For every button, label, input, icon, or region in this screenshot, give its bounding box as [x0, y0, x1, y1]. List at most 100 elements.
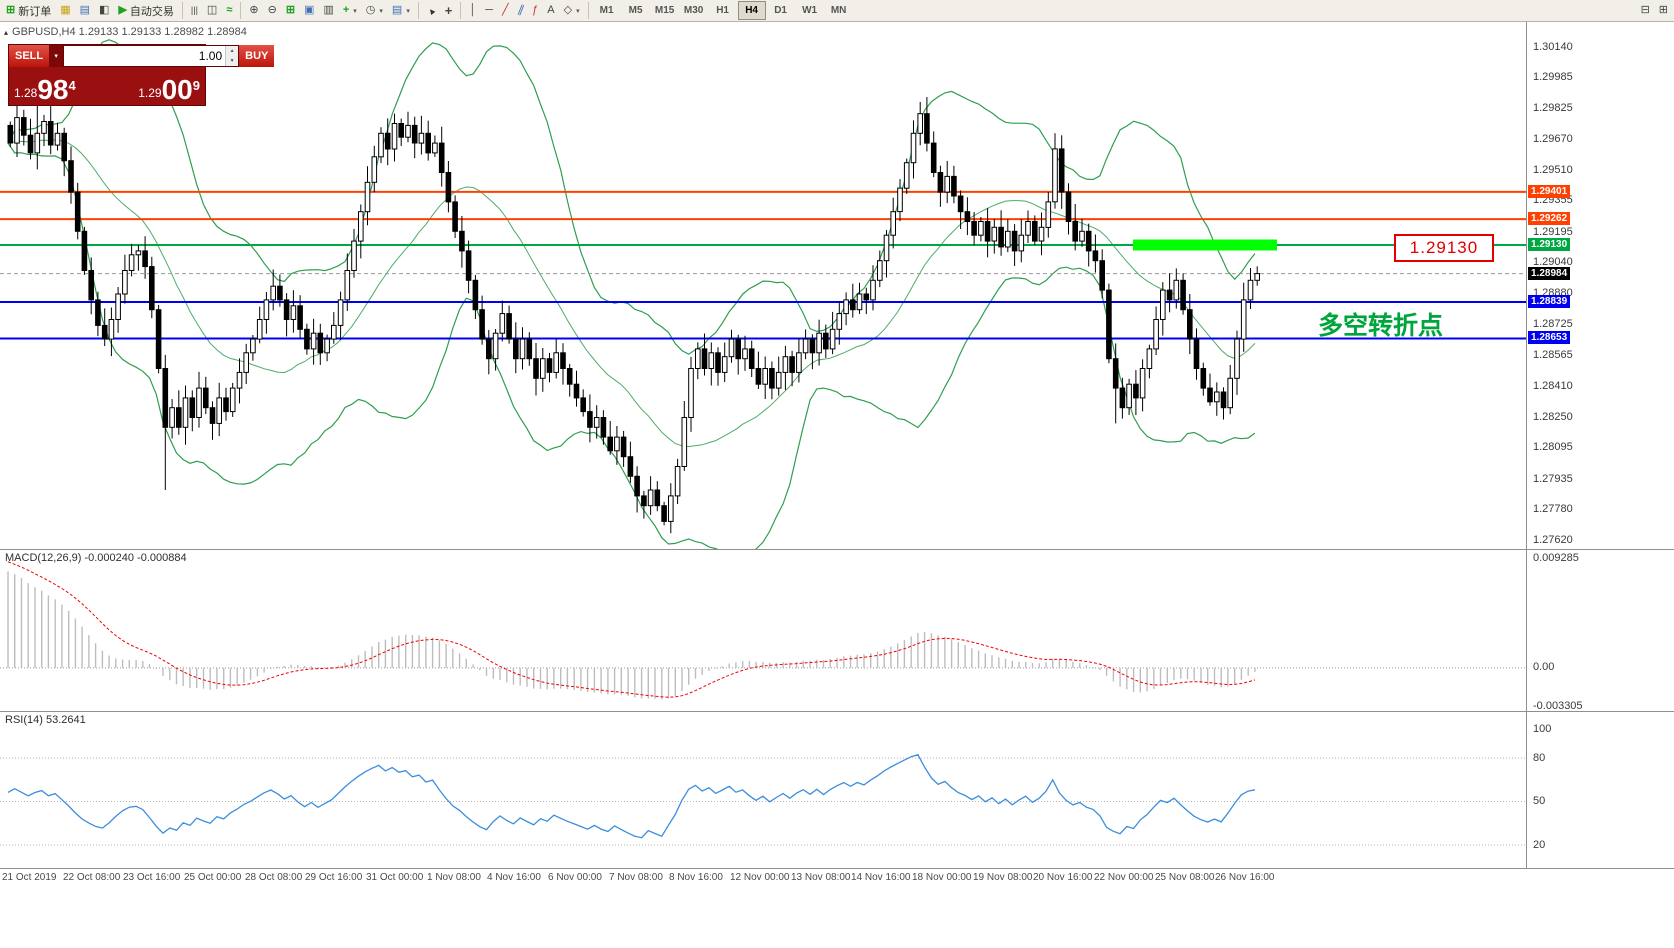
candle-body	[1200, 368, 1207, 389]
candle-body	[1025, 221, 1031, 236]
candle-body	[270, 285, 276, 301]
sell-button[interactable]: SELL	[9, 45, 50, 67]
candle-body	[47, 121, 54, 146]
candle-body	[310, 332, 317, 350]
terminal-icon: ◧	[99, 4, 110, 16]
horizontal-line-tool-button[interactable]: ─	[481, 0, 497, 21]
volume-up-button[interactable]: ▲	[226, 46, 239, 56]
candle	[223, 387, 229, 421]
macd-panel: 0.009285 0.00 -0.003305 MACD(12,26,9) -0.0…	[0, 549, 1674, 712]
timeframe-m5-button[interactable]: M5	[628, 5, 643, 16]
candle	[944, 160, 951, 204]
candle	[337, 291, 344, 341]
timeframe-h1-button[interactable]: H1	[716, 5, 729, 16]
time-axis-label: 1 Nov 08:00	[427, 872, 481, 883]
candle	[930, 131, 937, 178]
time-axis-label: 7 Nov 08:00	[609, 872, 663, 883]
cascade-windows-button[interactable]: ▣	[300, 0, 318, 21]
timeframe-mn-button[interactable]: MN	[830, 5, 847, 16]
candle-body	[21, 117, 27, 136]
crosshair-tool-button[interactable]: +	[441, 0, 457, 21]
candle	[263, 292, 270, 334]
candle	[1234, 330, 1240, 395]
auto-trading-button[interactable]: ▶ 自动交易	[114, 0, 177, 21]
market-watch-button[interactable]: ▦	[56, 0, 74, 21]
candle-body	[573, 383, 580, 399]
price-callout-box[interactable]: 1.29130	[1394, 234, 1494, 262]
crosshair-icon: +	[444, 3, 453, 18]
tile-windows-button[interactable]: ⊞	[282, 0, 299, 21]
horizontal-line-icon: ─	[485, 4, 494, 16]
profiles-button[interactable]: ▥	[319, 0, 337, 21]
time-axis[interactable]: 21 Oct 2019 22 Oct 08:00 23 Oct 16:00 25 Oc…	[0, 868, 1674, 891]
macd-signal-line	[7, 561, 1256, 698]
candle	[452, 195, 458, 238]
candle	[560, 343, 566, 385]
candle-body	[762, 368, 769, 385]
candle-body	[1106, 289, 1112, 360]
candle-body	[1153, 319, 1159, 350]
toolbar-separator	[587, 2, 589, 19]
fibonacci-tool-button[interactable]: ƒ	[528, 0, 542, 21]
candle-body	[721, 356, 728, 373]
volume-input[interactable]	[64, 46, 226, 66]
line-chart-button[interactable]: ≈	[222, 0, 236, 21]
candlestick-chart-button[interactable]: ◫	[203, 0, 221, 21]
text-tool-button[interactable]: A	[543, 0, 558, 21]
candle	[351, 228, 357, 278]
candle	[674, 458, 681, 504]
candle	[654, 481, 661, 512]
candle-body	[486, 338, 492, 360]
timeframe-h4-button[interactable]: H4	[737, 1, 766, 20]
time-axis-label: 14 Nov 16:00	[851, 872, 911, 883]
candle-body	[850, 299, 856, 311]
sell-dropdown-button[interactable]: ▾	[49, 45, 64, 67]
buy-price: 1.29 00 9	[138, 76, 200, 104]
timeframe-d1-button[interactable]: D1	[774, 5, 787, 16]
trendline-tool-button[interactable]: ╱	[498, 0, 513, 21]
timeframe-m1-button[interactable]: M1	[599, 5, 614, 16]
templates-button[interactable]: ▤ ▾	[388, 0, 414, 21]
new-order-button[interactable]: ⊞ 新订单	[2, 0, 55, 21]
candlestick-chart[interactable]	[0, 22, 1526, 549]
candle-body	[897, 187, 903, 213]
candle	[290, 290, 297, 333]
candle	[978, 217, 984, 242]
zoom-out-button[interactable]: ⊖	[264, 0, 281, 21]
candle-body	[81, 230, 88, 272]
zoom-in-button[interactable]: ⊕	[245, 0, 262, 21]
add-indicator-button[interactable]: + ▾	[339, 0, 361, 21]
candle	[1106, 283, 1112, 364]
price-chart-panel: 1.30140 1.29985 1.29825 1.29670 1.29510 1.293…	[0, 22, 1674, 549]
candle	[459, 216, 465, 268]
time-axis-label: 6 Nov 00:00	[548, 872, 602, 883]
timeframe-w1-button[interactable]: W1	[802, 5, 818, 16]
navigator-button[interactable]: ▤	[76, 0, 94, 21]
macd-chart[interactable]	[0, 550, 1526, 711]
arrange-right-button[interactable]: ⊞	[1655, 0, 1672, 21]
candle-body	[627, 456, 634, 477]
turning-point-label[interactable]: 多空转折点	[1318, 312, 1444, 340]
candle-body	[196, 387, 202, 419]
periods-button[interactable]: ◷ ▾	[362, 0, 387, 21]
cursor-tool-button[interactable]: ▲	[423, 0, 440, 21]
candle	[1240, 282, 1247, 352]
rsi-chart[interactable]	[0, 712, 1526, 868]
shapes-tool-button[interactable]: ◇ ▾	[560, 0, 584, 21]
timeframe-m30-button[interactable]: M30	[683, 5, 704, 16]
time-axis-label: 29 Oct 16:00	[305, 872, 363, 883]
highlight-rectangle[interactable]	[1133, 239, 1277, 251]
candle	[1187, 294, 1193, 355]
arrange-left-button[interactable]: ⊟	[1637, 0, 1654, 21]
buy-button[interactable]: BUY	[239, 45, 275, 67]
candle-body	[654, 489, 661, 507]
candle-body	[189, 397, 196, 418]
candle-body	[479, 309, 485, 340]
candle	[1011, 224, 1018, 266]
volume-down-button[interactable]: ▼	[226, 56, 239, 66]
timeframe-m15-button[interactable]: M15	[654, 5, 675, 16]
bar-chart-button[interactable]: |||	[187, 0, 202, 21]
terminal-button[interactable]: ◧	[95, 0, 113, 21]
channel-tool-button[interactable]: ∥	[514, 0, 528, 21]
vertical-line-tool-button[interactable]: │	[465, 0, 480, 21]
